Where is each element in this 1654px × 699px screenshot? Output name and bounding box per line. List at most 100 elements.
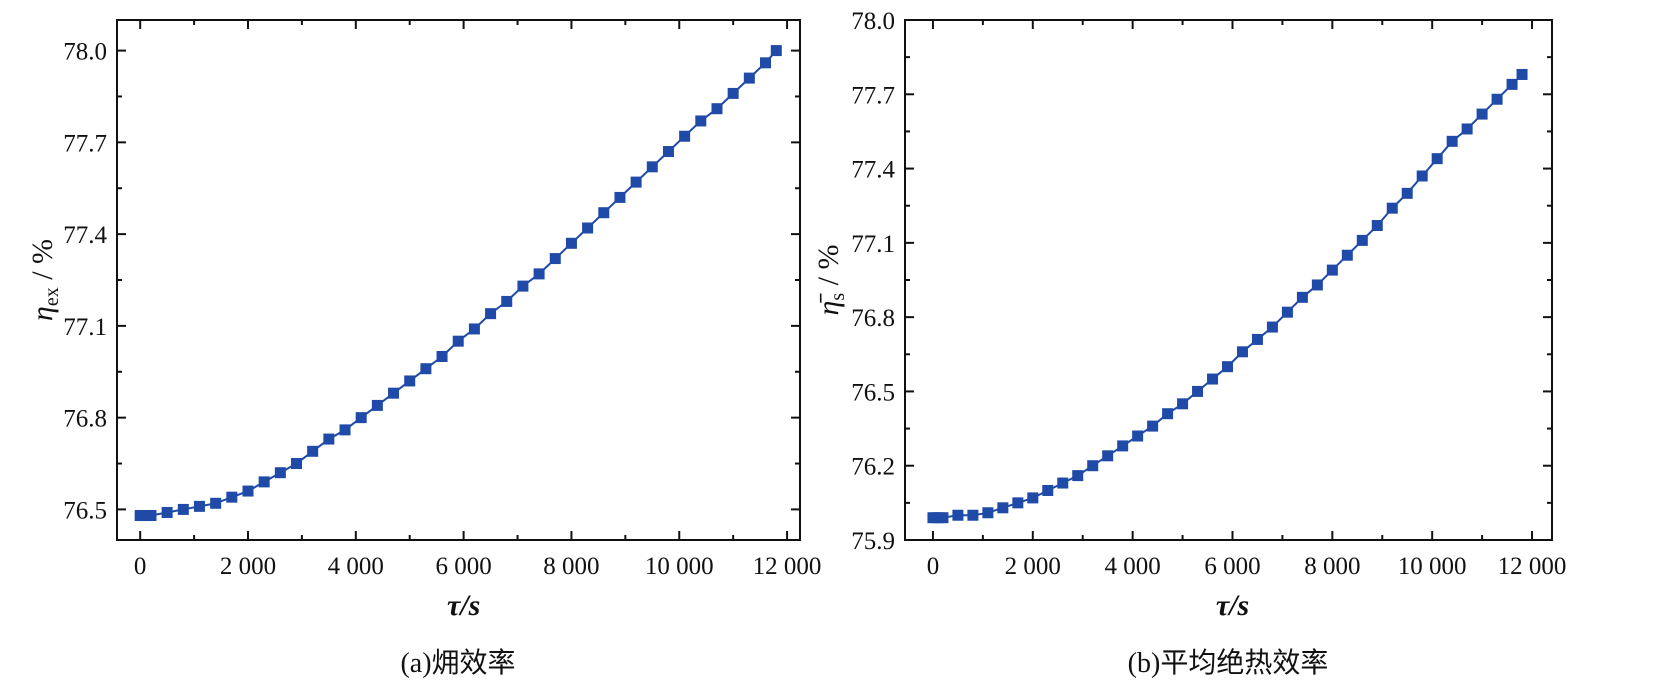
chart-panel-b: 0 2 000 4 000 6 000 8 000 10 000 12 000 75.9 76.… [812, 8, 1566, 679]
panel-caption: (b)平均绝热效率 [1128, 647, 1329, 679]
x-tick-label: 8 000 [1304, 553, 1360, 580]
data-point [468, 323, 480, 335]
data-point [226, 491, 238, 503]
x-axis-title: τ/s [1216, 589, 1249, 622]
data-point [1476, 108, 1488, 120]
y-axis-subscript: s [827, 293, 849, 301]
data-point [420, 363, 432, 375]
data-point [1042, 484, 1054, 496]
data-point [727, 87, 739, 99]
data-point [1207, 373, 1219, 385]
data-point [1371, 220, 1383, 232]
series-line [140, 49, 778, 517]
data-point [242, 485, 254, 497]
data-point [1491, 93, 1503, 105]
data-point [1012, 497, 1024, 509]
data-point [371, 399, 383, 411]
data-point [952, 509, 964, 521]
data-point [770, 45, 782, 57]
data-point [1386, 202, 1398, 214]
y-tick-label: 76.2 [851, 454, 895, 481]
data-point [1311, 279, 1323, 291]
data-point [662, 146, 674, 158]
x-tick-label: 10 000 [645, 553, 714, 580]
data-point [549, 253, 561, 265]
x-tick-label: 6 000 [1204, 553, 1260, 580]
x-tick-label: 2 000 [220, 553, 276, 580]
data-point [452, 335, 464, 347]
y-tick-label: 78.0 [63, 39, 107, 66]
data-point [355, 412, 367, 424]
data-point [1506, 78, 1518, 90]
y-axis-title: ηex / % [26, 239, 63, 321]
data-point [1356, 234, 1368, 246]
y-tick-label: 76.5 [63, 497, 107, 524]
data-point [1401, 187, 1413, 199]
data-point [388, 387, 400, 399]
x-tick-label: 0 [134, 553, 147, 580]
y-tick-label: 77.7 [63, 130, 107, 157]
data-point [1266, 321, 1278, 333]
series-line [933, 73, 1523, 519]
data-point [258, 476, 270, 488]
data-point [679, 130, 691, 142]
data-point [1192, 385, 1204, 397]
y-axis-subscript: ex [41, 287, 63, 306]
y-tick-label: 77.7 [851, 82, 895, 109]
data-point [1027, 492, 1039, 504]
x-tick-label: 4 000 [328, 553, 384, 580]
data-point [1431, 153, 1443, 165]
y-axis-title: η̄s / % [812, 244, 849, 315]
data-point [646, 161, 658, 173]
x-tick-label: 12 000 [753, 553, 822, 580]
data-point [145, 510, 157, 522]
y-tick-label: 77.1 [851, 231, 895, 258]
y-axis-unit: / % [812, 244, 845, 292]
data-point [582, 222, 594, 234]
data-point [193, 500, 205, 512]
data-point [436, 350, 448, 362]
plot-frame [904, 19, 1553, 541]
data-point [307, 445, 319, 457]
data-point [982, 507, 994, 519]
x-tick-label: 8 000 [543, 553, 599, 580]
data-point [1326, 264, 1338, 276]
data-point [759, 57, 771, 69]
data-point [1251, 333, 1263, 345]
data-point [1177, 398, 1189, 410]
data-point [533, 268, 545, 280]
data-point [598, 207, 610, 219]
data-point [1087, 460, 1099, 472]
data-point [210, 497, 222, 509]
data-point [291, 458, 303, 470]
data-point [1281, 306, 1293, 318]
data-point [1461, 123, 1473, 135]
y-axis-symbol: η [26, 306, 59, 321]
x-tick-label: 6 000 [435, 553, 491, 580]
y-axis-unit: / % [26, 239, 59, 287]
data-point [614, 191, 626, 203]
data-point [967, 509, 979, 521]
data-point [695, 115, 707, 127]
x-tick-label: 10 000 [1398, 553, 1467, 580]
y-tick-label: 77.4 [63, 222, 107, 249]
data-point [997, 502, 1009, 514]
data-point [937, 512, 949, 524]
y-tick-label: 76.8 [63, 406, 107, 433]
data-point [274, 467, 286, 479]
plot-frame [116, 19, 801, 541]
data-point [1162, 408, 1174, 420]
data-point [1516, 68, 1528, 80]
data-point [1341, 249, 1353, 261]
data-point [339, 424, 351, 436]
data-point [630, 176, 642, 188]
y-tick-label: 75.9 [851, 528, 895, 555]
y-tick-label: 76.5 [851, 379, 895, 406]
data-point [485, 308, 497, 320]
x-tick-label: 0 [927, 553, 940, 580]
data-point [1222, 361, 1234, 373]
data-point [161, 506, 173, 518]
x-axis-title-text: τ/s [1216, 589, 1249, 622]
